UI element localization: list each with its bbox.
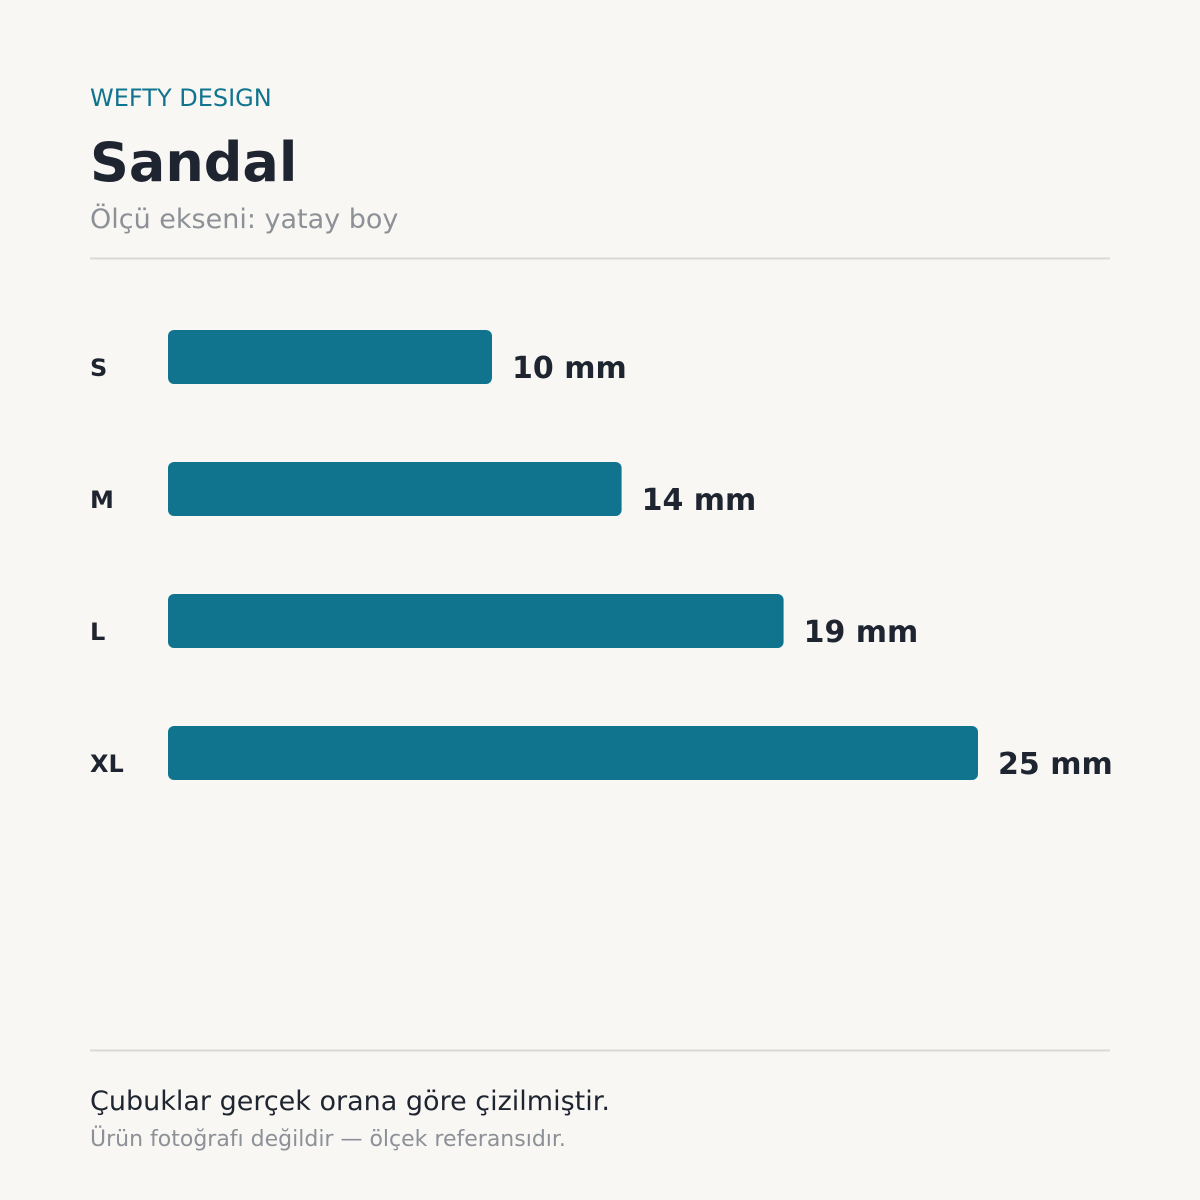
value-label: 14 mm	[642, 483, 757, 518]
category-label: XL	[90, 750, 124, 778]
category-label: S	[90, 354, 107, 382]
bar	[168, 726, 978, 780]
value-label: 25 mm	[998, 747, 1113, 782]
category-label: L	[90, 618, 105, 646]
footnote-sub: Ürün fotoğrafı değildir — ölçek referans…	[90, 1126, 566, 1152]
brand: WEFTY DESIGN	[90, 84, 272, 112]
chart-title: Sandal	[90, 131, 297, 194]
bar	[168, 330, 492, 384]
category-label: M	[90, 486, 114, 514]
footnote: Çubuklar gerçek orana göre çizilmiştir.	[90, 1086, 610, 1117]
bar	[168, 594, 784, 648]
value-label: 19 mm	[804, 615, 919, 650]
chart-subtitle: Ölçü ekseni: yatay boy	[90, 203, 398, 235]
value-label: 10 mm	[512, 351, 627, 386]
bar	[168, 462, 622, 516]
